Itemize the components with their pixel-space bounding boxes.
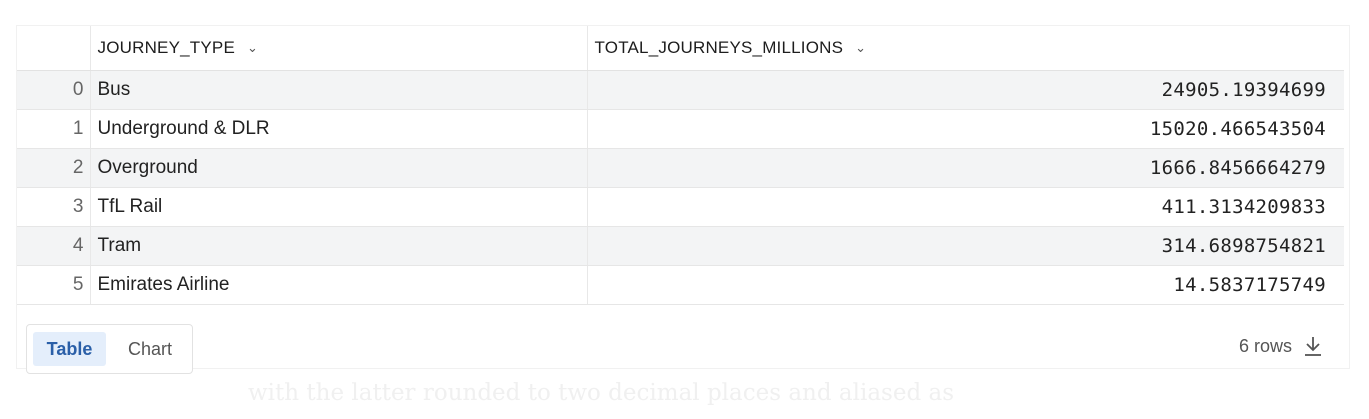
journey-type-cell: Tram (90, 226, 588, 266)
row-index: 5 (17, 265, 91, 305)
journey-type-cell: Overground (90, 148, 588, 188)
row-index: 2 (17, 148, 91, 188)
journey-type-cell: TfL Rail (90, 187, 588, 227)
table-row: 5 Emirates Airline 14.5837175749 (17, 265, 1344, 305)
journey-type-cell: Underground & DLR (90, 109, 588, 149)
total-journeys-cell: 411.3134209833 (587, 187, 1344, 227)
row-count-label: 6 rows (1238, 336, 1292, 356)
table-header-row: JOURNEY_TYPE ⌄ TOTAL_JOURNEYS_MILLIONS ⌄ (17, 26, 1344, 71)
row-index: 4 (17, 226, 91, 266)
table-row: 0 Bus 24905.19394699 (17, 70, 1344, 110)
article-caption-text: with the latter rounded to two decimal p… (248, 380, 955, 406)
total-journeys-cell: 1666.8456664279 (587, 148, 1344, 188)
row-index: 0 (17, 70, 91, 110)
total-journeys-cell: 14.5837175749 (587, 265, 1344, 305)
table-view-button[interactable]: Table (33, 332, 106, 366)
journey-type-cell: Bus (90, 70, 588, 110)
row-index: 1 (17, 109, 91, 149)
view-toggle: Table Chart (26, 324, 193, 374)
result-toolbar: Table Chart 6 rows (17, 314, 1344, 374)
column-header-label: JOURNEY_TYPE (97, 38, 235, 57)
table-row: 2 Overground 1666.8456664279 (17, 148, 1344, 188)
table-row: 1 Underground & DLR 15020.466543504 (17, 109, 1344, 149)
total-journeys-cell: 314.6898754821 (587, 226, 1344, 266)
column-header-label: TOTAL_JOURNEYS_MILLIONS (594, 38, 844, 57)
download-icon[interactable] (1302, 334, 1324, 358)
chart-view-button[interactable]: Chart (127, 339, 172, 359)
chevron-down-icon[interactable]: ⌄ (247, 40, 258, 55)
column-header-total-journeys[interactable]: TOTAL_JOURNEYS_MILLIONS ⌄ (587, 26, 1344, 71)
journey-type-cell: Emirates Airline (90, 265, 588, 305)
result-panel: JOURNEY_TYPE ⌄ TOTAL_JOURNEYS_MILLIONS ⌄ 0… (17, 26, 1349, 374)
index-column-header (17, 26, 91, 71)
total-journeys-cell: 15020.466543504 (587, 109, 1344, 149)
total-journeys-cell: 24905.19394699 (587, 70, 1344, 110)
column-header-journey-type[interactable]: JOURNEY_TYPE ⌄ (90, 26, 588, 71)
table-row: 3 TfL Rail 411.3134209833 (17, 187, 1344, 227)
results-table: JOURNEY_TYPE ⌄ TOTAL_JOURNEYS_MILLIONS ⌄ 0… (17, 26, 1344, 305)
chevron-down-icon[interactable]: ⌄ (855, 40, 867, 55)
table-row: 4 Tram 314.6898754821 (17, 226, 1344, 266)
row-index: 3 (17, 187, 91, 227)
